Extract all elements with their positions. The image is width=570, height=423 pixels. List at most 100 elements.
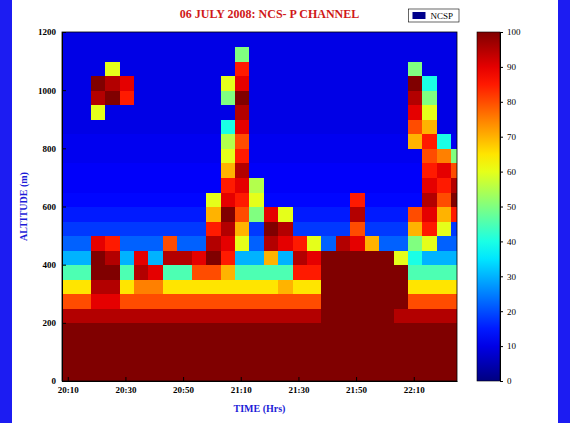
cell <box>221 163 236 178</box>
cell <box>148 177 163 192</box>
cell <box>192 294 207 309</box>
cell <box>134 337 149 352</box>
cell <box>422 323 437 338</box>
cell <box>134 323 149 338</box>
y-axis-title: ALTITUDE (m) <box>18 172 30 241</box>
cell <box>62 236 77 251</box>
x-tick-mark <box>125 377 126 381</box>
cell <box>422 352 437 367</box>
cell <box>350 163 365 178</box>
cell <box>235 366 250 381</box>
cell <box>76 294 91 309</box>
cell <box>148 323 163 338</box>
legend: NCSP <box>408 9 459 22</box>
cell <box>134 279 149 294</box>
cell <box>350 337 365 352</box>
cell <box>379 105 394 120</box>
cell <box>177 308 192 323</box>
x-tick-mark <box>241 377 242 381</box>
cell <box>192 323 207 338</box>
x-axis-line <box>63 381 458 382</box>
cell <box>394 47 409 62</box>
cell <box>451 192 457 207</box>
cell <box>120 119 135 134</box>
cell <box>394 32 409 47</box>
cell <box>379 236 394 251</box>
cell <box>336 61 351 76</box>
cell <box>91 221 106 236</box>
cell <box>120 337 135 352</box>
cell <box>177 294 192 309</box>
cell <box>105 279 120 294</box>
cell <box>394 250 409 265</box>
cell <box>177 105 192 120</box>
x-tick-mark <box>68 377 69 381</box>
cell <box>336 352 351 367</box>
y-tick-label: 400 <box>43 260 57 270</box>
cell <box>192 119 207 134</box>
cell <box>307 279 322 294</box>
cell <box>451 148 457 163</box>
cell <box>321 337 336 352</box>
cell <box>379 119 394 134</box>
cell <box>336 119 351 134</box>
x-tick-label: 22:10 <box>404 385 425 395</box>
cell <box>163 90 178 105</box>
cell <box>278 207 293 222</box>
cell <box>249 134 264 149</box>
cell <box>451 119 457 134</box>
cell <box>235 294 250 309</box>
cell <box>120 61 135 76</box>
cell <box>293 90 308 105</box>
cell <box>76 207 91 222</box>
cell <box>365 236 380 251</box>
cell <box>422 294 437 309</box>
cell <box>76 134 91 149</box>
cell <box>394 163 409 178</box>
cell <box>221 207 236 222</box>
cell <box>451 323 457 338</box>
cell <box>437 236 452 251</box>
cell <box>249 265 264 280</box>
cell <box>105 148 120 163</box>
colorbar-tick-label: 90 <box>507 62 517 72</box>
cell <box>249 105 264 120</box>
cell <box>422 105 437 120</box>
cell <box>307 90 322 105</box>
cell <box>350 61 365 76</box>
cell <box>264 148 279 163</box>
cell <box>422 221 437 236</box>
cell <box>379 308 394 323</box>
y-tick: 400 <box>43 260 67 270</box>
cell <box>221 105 236 120</box>
cell <box>235 337 250 352</box>
cell <box>278 177 293 192</box>
cell <box>350 250 365 265</box>
colorbar-tick-mark <box>500 311 503 312</box>
cell <box>293 308 308 323</box>
colorbar-tick-label: 0 <box>507 376 512 386</box>
cell <box>264 250 279 265</box>
x-axis: 20:1020:3020:5021:1021:3021:5022:10 <box>58 377 458 395</box>
cell <box>134 32 149 47</box>
cell <box>163 221 178 236</box>
cell <box>206 366 221 381</box>
cell <box>120 177 135 192</box>
cell <box>350 32 365 47</box>
cell <box>451 32 457 47</box>
cell <box>134 148 149 163</box>
cell <box>177 192 192 207</box>
cell <box>394 366 409 381</box>
cell <box>264 163 279 178</box>
cell <box>105 47 120 62</box>
cell <box>307 265 322 280</box>
cell <box>91 366 106 381</box>
cell <box>120 76 135 91</box>
cell <box>134 134 149 149</box>
cell <box>235 177 250 192</box>
cell <box>350 90 365 105</box>
cell <box>336 294 351 309</box>
cell <box>336 308 351 323</box>
cell <box>264 105 279 120</box>
cell <box>221 32 236 47</box>
